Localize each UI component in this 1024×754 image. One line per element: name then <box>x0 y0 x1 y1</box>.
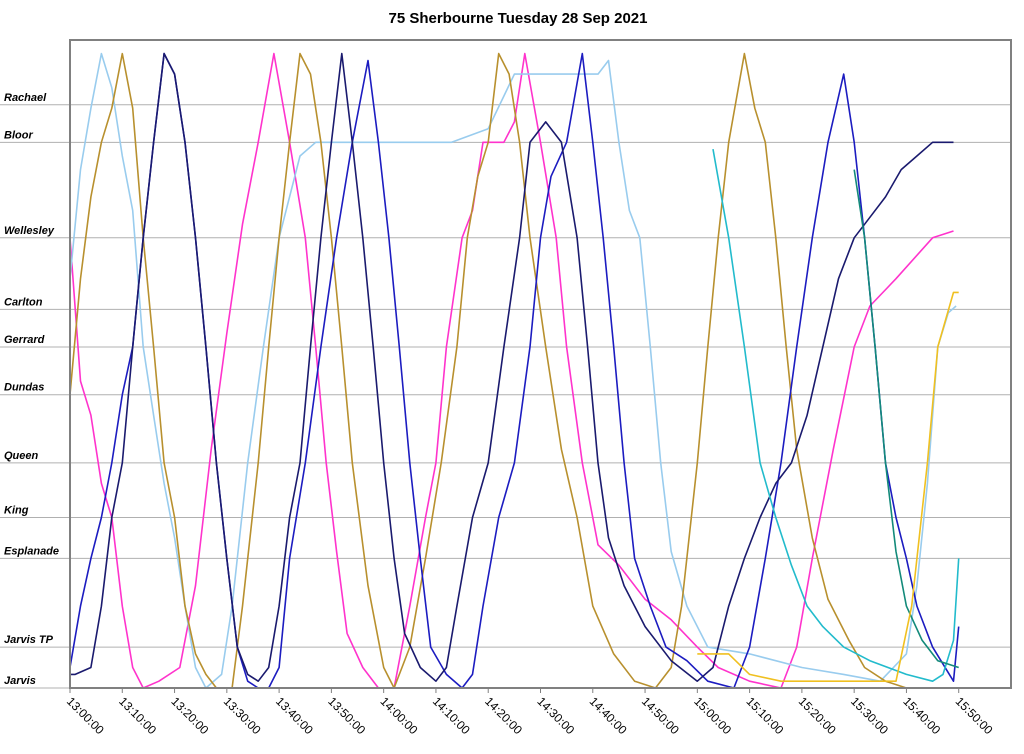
x-tick-label-13: 15:10:00 <box>743 694 786 737</box>
x-tick-label-15: 15:30:00 <box>848 694 891 737</box>
stop-label-0: Rachael <box>4 92 47 104</box>
series-line-5 <box>712 148 960 682</box>
x-tick-label-5: 13:50:00 <box>325 694 368 737</box>
stop-label-7: King <box>4 504 29 516</box>
series-traces <box>69 52 960 689</box>
x-tick-label-8: 14:20:00 <box>482 694 525 737</box>
plot-area <box>69 39 1012 689</box>
series-line-1 <box>69 52 957 689</box>
stop-label-1: Bloor <box>4 129 33 141</box>
x-tick-label-12: 15:00:00 <box>691 694 734 737</box>
x-tick-label-14: 15:20:00 <box>796 694 839 737</box>
series-line-2 <box>69 52 907 689</box>
x-tick-label-17: 15:50:00 <box>953 694 996 737</box>
x-tick-label-16: 15:40:00 <box>900 694 943 737</box>
stop-label-6: Queen <box>4 450 39 462</box>
stop-label-10: Jarvis <box>4 675 36 687</box>
stop-label-3: Carlton <box>4 296 43 308</box>
stop-label-5: Dundas <box>4 382 44 394</box>
x-axis-ticks: 13:00:00 13:10:00 13:20:00 13:30:00 13:40:00… <box>64 688 996 737</box>
series-line-3 <box>69 52 960 689</box>
series-line-6 <box>853 169 959 669</box>
x-tick-label-9: 14:30:00 <box>534 694 577 737</box>
stop-label-8: Esplanade <box>4 545 59 557</box>
x-tick-label-2: 13:20:00 <box>168 694 211 737</box>
x-tick-label-11: 14:50:00 <box>639 694 682 737</box>
series-line-0 <box>69 52 954 689</box>
x-tick-label-4: 13:40:00 <box>273 694 316 737</box>
x-tick-label-3: 13:30:00 <box>221 694 264 737</box>
stop-label-2: Wellesley <box>4 225 55 237</box>
x-tick-label-0: 13:00:00 <box>64 694 107 737</box>
chart-title: 75 Sherbourne Tuesday 28 Sep 2021 <box>388 10 647 27</box>
x-tick-label-7: 14:10:00 <box>430 694 473 737</box>
x-tick-label-1: 13:10:00 <box>116 694 159 737</box>
x-tick-label-6: 14:00:00 <box>378 694 421 737</box>
series-line-4 <box>70 52 954 682</box>
series-line-7 <box>697 291 959 682</box>
stop-labels: Rachael Bloor Wellesley Carlton Gerrard Dunda… <box>4 92 59 687</box>
stop-label-9: Jarvis TP <box>4 634 54 646</box>
stop-label-4: Gerrard <box>4 334 45 346</box>
x-tick-label-10: 14:40:00 <box>587 694 630 737</box>
